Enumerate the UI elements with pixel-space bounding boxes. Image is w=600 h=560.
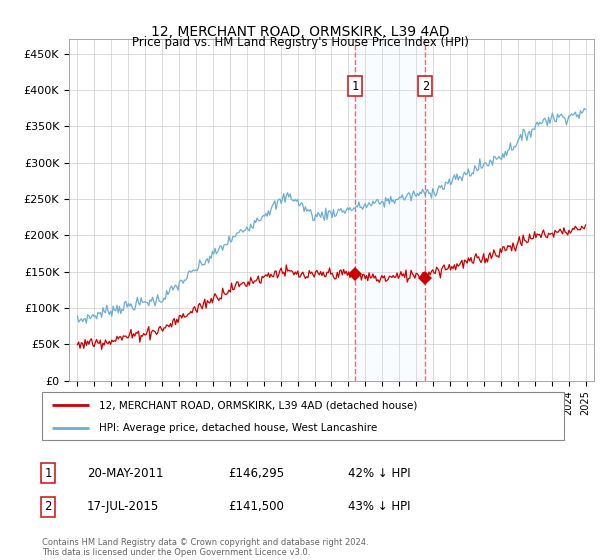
Text: £146,295: £146,295 bbox=[228, 466, 284, 480]
Text: 43% ↓ HPI: 43% ↓ HPI bbox=[348, 500, 410, 514]
Text: 1: 1 bbox=[44, 466, 52, 480]
Text: £141,500: £141,500 bbox=[228, 500, 284, 514]
Text: 2: 2 bbox=[422, 80, 429, 93]
Text: 12, MERCHANT ROAD, ORMSKIRK, L39 4AD (detached house): 12, MERCHANT ROAD, ORMSKIRK, L39 4AD (de… bbox=[100, 400, 418, 410]
Text: 20-MAY-2011: 20-MAY-2011 bbox=[87, 466, 163, 480]
Text: Price paid vs. HM Land Registry's House Price Index (HPI): Price paid vs. HM Land Registry's House … bbox=[131, 36, 469, 49]
Text: HPI: Average price, detached house, West Lancashire: HPI: Average price, detached house, West… bbox=[100, 423, 377, 433]
Text: 1: 1 bbox=[352, 80, 358, 93]
Text: 42% ↓ HPI: 42% ↓ HPI bbox=[348, 466, 410, 480]
Text: 12, MERCHANT ROAD, ORMSKIRK, L39 4AD: 12, MERCHANT ROAD, ORMSKIRK, L39 4AD bbox=[151, 25, 449, 39]
FancyBboxPatch shape bbox=[42, 392, 564, 440]
Text: 2: 2 bbox=[44, 500, 52, 514]
Text: Contains HM Land Registry data © Crown copyright and database right 2024.
This d: Contains HM Land Registry data © Crown c… bbox=[42, 538, 368, 557]
Bar bbox=[355, 39, 425, 381]
Text: 17-JUL-2015: 17-JUL-2015 bbox=[87, 500, 159, 514]
